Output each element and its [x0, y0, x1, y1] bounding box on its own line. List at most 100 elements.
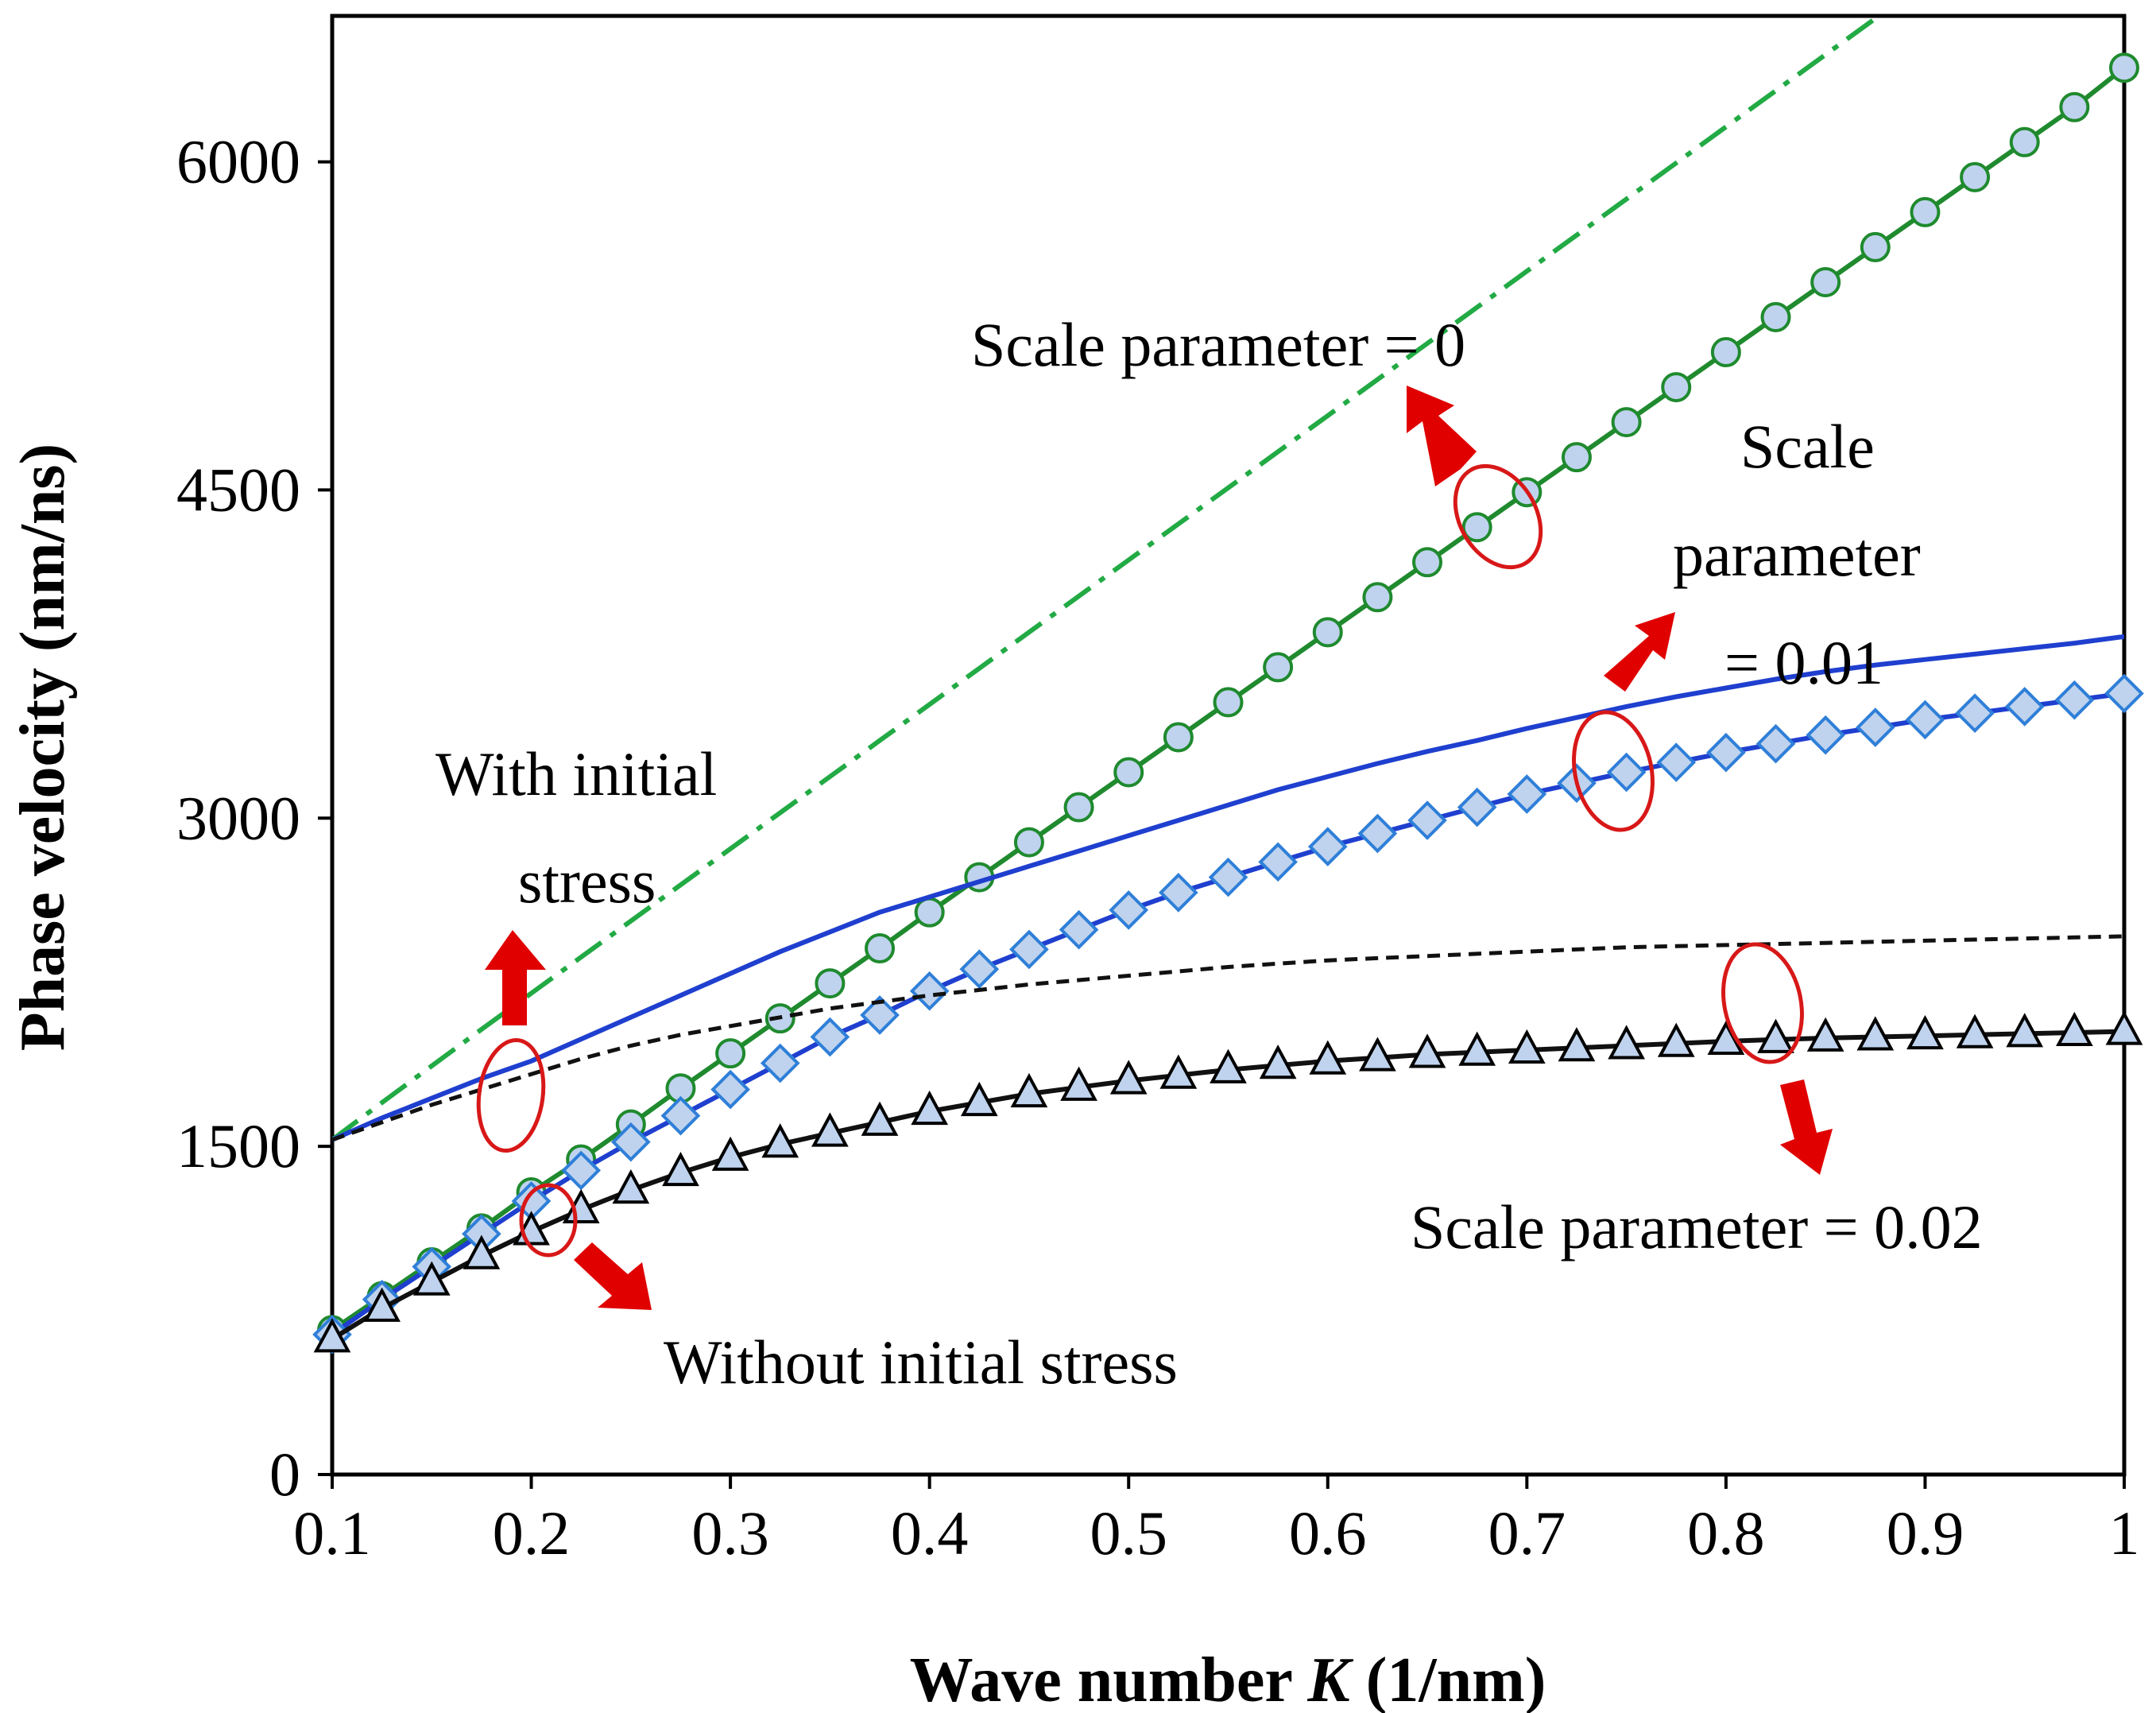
data-point — [711, 1136, 749, 1171]
ticks-layer: 0.1 0.2 0.3 0.4 0.5 0.6 0.7 0.8 0.9 1 0 1500 3000 450… — [176, 127, 2140, 1568]
data-point — [1159, 873, 1198, 913]
data-point — [1259, 1044, 1297, 1079]
arrow-scale002 — [1780, 1079, 1833, 1175]
y-tick-label: 1500 — [176, 1111, 300, 1180]
data-point — [911, 1090, 949, 1126]
data-point — [1159, 1054, 1198, 1089]
data-point — [960, 1081, 998, 1117]
series-line — [332, 634, 2124, 1142]
data-point — [1258, 842, 1298, 882]
data-point — [2059, 91, 2090, 122]
data-point — [1010, 1072, 1048, 1108]
data-point — [811, 1112, 849, 1147]
data-point — [861, 1101, 899, 1136]
arrow-scale001 — [1604, 612, 1675, 692]
arrow-with-stress — [485, 930, 546, 1025]
data-point — [1656, 742, 1697, 782]
data-point — [909, 971, 950, 1011]
x-tick-label: 0.1 — [293, 1498, 371, 1568]
data-point — [1359, 1037, 1396, 1072]
data-point — [1606, 752, 1647, 793]
y-axis-title: Phase velocity (nm/ns) — [8, 444, 78, 1051]
data-point — [1856, 1016, 1895, 1051]
data-point — [1661, 372, 1692, 403]
data-point — [1757, 1018, 1794, 1053]
data-point — [1706, 732, 1746, 773]
x-axis-title: Wave number K (1/nm) — [910, 1645, 1546, 1713]
label-without-stress: Without initial stress — [664, 1327, 1178, 1397]
x-tick-label: 0.9 — [1887, 1498, 1964, 1568]
label-scale001-line2: parameter — [1673, 520, 1921, 589]
data-point — [1608, 1025, 1645, 1060]
data-point — [561, 1150, 602, 1191]
data-point — [1412, 547, 1443, 578]
data-point — [1657, 1022, 1695, 1057]
y-tick-label: 0 — [269, 1440, 300, 1509]
data-point — [612, 1168, 650, 1204]
data-point — [1458, 1031, 1496, 1066]
data-point — [1407, 800, 1447, 840]
data-point — [1956, 1013, 1994, 1048]
x-tick-label: 0.3 — [691, 1498, 769, 1568]
data-point — [1710, 337, 1741, 368]
data-point — [1755, 723, 1796, 764]
data-point — [710, 1069, 750, 1110]
data-point — [865, 933, 896, 964]
data-point — [363, 1287, 401, 1322]
data-point — [1905, 700, 1945, 740]
data-point — [2104, 673, 2144, 714]
data-point — [1760, 302, 1791, 333]
data-point — [1910, 196, 1941, 227]
data-point — [1060, 1066, 1097, 1101]
ellipse-without-stress — [519, 1183, 578, 1258]
data-point — [1309, 1040, 1347, 1075]
x-tick-label: 0.7 — [1488, 1498, 1566, 1568]
data-point — [1810, 266, 1841, 297]
y-tick-label: 3000 — [176, 783, 300, 852]
data-point — [1362, 582, 1393, 613]
data-point — [1461, 512, 1492, 543]
x-tick-label: 0.6 — [1289, 1498, 1367, 1568]
callout-ellipses — [476, 463, 1804, 1258]
data-point — [1263, 652, 1294, 683]
data-point — [959, 949, 1000, 990]
x-tick-label: 0.5 — [1090, 1498, 1167, 1568]
data-point — [611, 1122, 651, 1162]
data-point — [860, 995, 900, 1035]
data-point — [760, 1043, 800, 1083]
data-point — [1307, 827, 1348, 866]
x-tick-label: 0.4 — [891, 1498, 969, 1568]
series-line — [332, 934, 2124, 1142]
data-point — [815, 968, 846, 999]
data-point — [1109, 1060, 1148, 1095]
label-with-stress-line2: stress — [518, 847, 656, 916]
y-tick-label: 6000 — [176, 127, 300, 196]
series-5 — [313, 1010, 2143, 1353]
series-line — [332, 16, 1883, 1142]
data-point — [2105, 1010, 2143, 1045]
data-point — [662, 1151, 699, 1187]
label-scale0: Scale parameter = 0 — [971, 310, 1465, 379]
data-point — [1855, 707, 1895, 747]
data-point — [1611, 407, 1642, 438]
data-point — [1109, 890, 1149, 930]
data-point — [1059, 909, 1099, 950]
data-point — [1507, 774, 1547, 814]
ellipse-scale001 — [1572, 710, 1655, 832]
data-point — [1210, 1048, 1247, 1083]
series-0 — [332, 16, 1883, 1142]
data-point — [463, 1234, 501, 1269]
data-point — [914, 897, 945, 928]
data-point — [1063, 792, 1094, 823]
data-point — [1357, 813, 1398, 854]
data-point — [1806, 1017, 1844, 1052]
data-point — [1208, 857, 1248, 897]
callout-arrows — [485, 386, 1833, 1310]
data-point — [2056, 1011, 2093, 1047]
data-point — [1806, 715, 1845, 755]
label-scale001-line3: = 0.01 — [1724, 628, 1883, 697]
data-point — [2009, 126, 2040, 157]
data-point — [1558, 1027, 1596, 1062]
data-point — [313, 1318, 351, 1353]
